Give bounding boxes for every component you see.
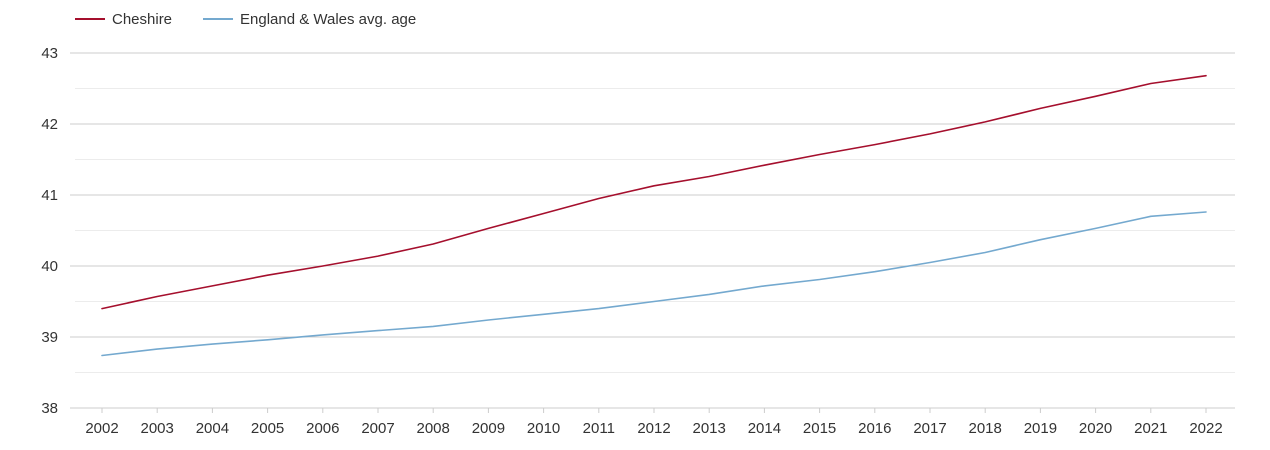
x-tick-label: 2008 [417,420,450,437]
x-tick-label: 2018 [969,420,1002,437]
x-tick-label: 2010 [527,420,560,437]
x-tick-label: 2015 [803,420,836,437]
y-tick-label: 40 [41,258,58,275]
y-tick-label: 41 [41,187,58,204]
y-tick-label: 38 [41,400,58,417]
gridlines [75,52,1235,373]
legend-label: Cheshire [112,11,172,28]
x-tick-label: 2016 [858,420,891,437]
x-axis: 2002 2003 2004 2005 2006 2007 2008 2009 2010 2011… [75,407,1235,437]
legend: Cheshire England & Wales avg. age [75,11,416,28]
x-tick-label: 2002 [85,420,118,437]
series-layer [101,74,1207,357]
x-tick-label: 2020 [1079,420,1112,437]
x-tick-label: 2009 [472,420,505,437]
x-tick-label: 2017 [913,420,946,437]
legend-item-england-wales[interactable]: England & Wales avg. age [203,11,416,28]
x-tick-label: 2019 [1024,420,1057,437]
x-tick-label: 2005 [251,420,284,437]
x-tick-label: 2007 [361,420,394,437]
legend-label: England & Wales avg. age [240,11,416,28]
x-tick-label: 2006 [306,420,339,437]
x-tick-label: 2021 [1134,420,1167,437]
legend-item-cheshire[interactable]: Cheshire [75,11,172,28]
x-tick-label: 2014 [748,420,781,437]
x-tick-label: 2003 [141,420,174,437]
y-tick-label: 42 [41,116,58,133]
x-tick-label: 2011 [583,420,615,437]
series-line-england-wales [101,211,1207,357]
x-tick-label: 2013 [693,420,726,437]
series-line-cheshire [101,74,1207,310]
y-tick-label: 43 [41,45,58,62]
y-tick-label: 39 [41,329,58,346]
x-tick-label: 2012 [637,420,670,437]
x-tick-label: 2004 [196,420,229,437]
x-tick-label: 2022 [1189,420,1222,437]
y-axis: 38 39 40 41 42 43 [41,45,75,417]
